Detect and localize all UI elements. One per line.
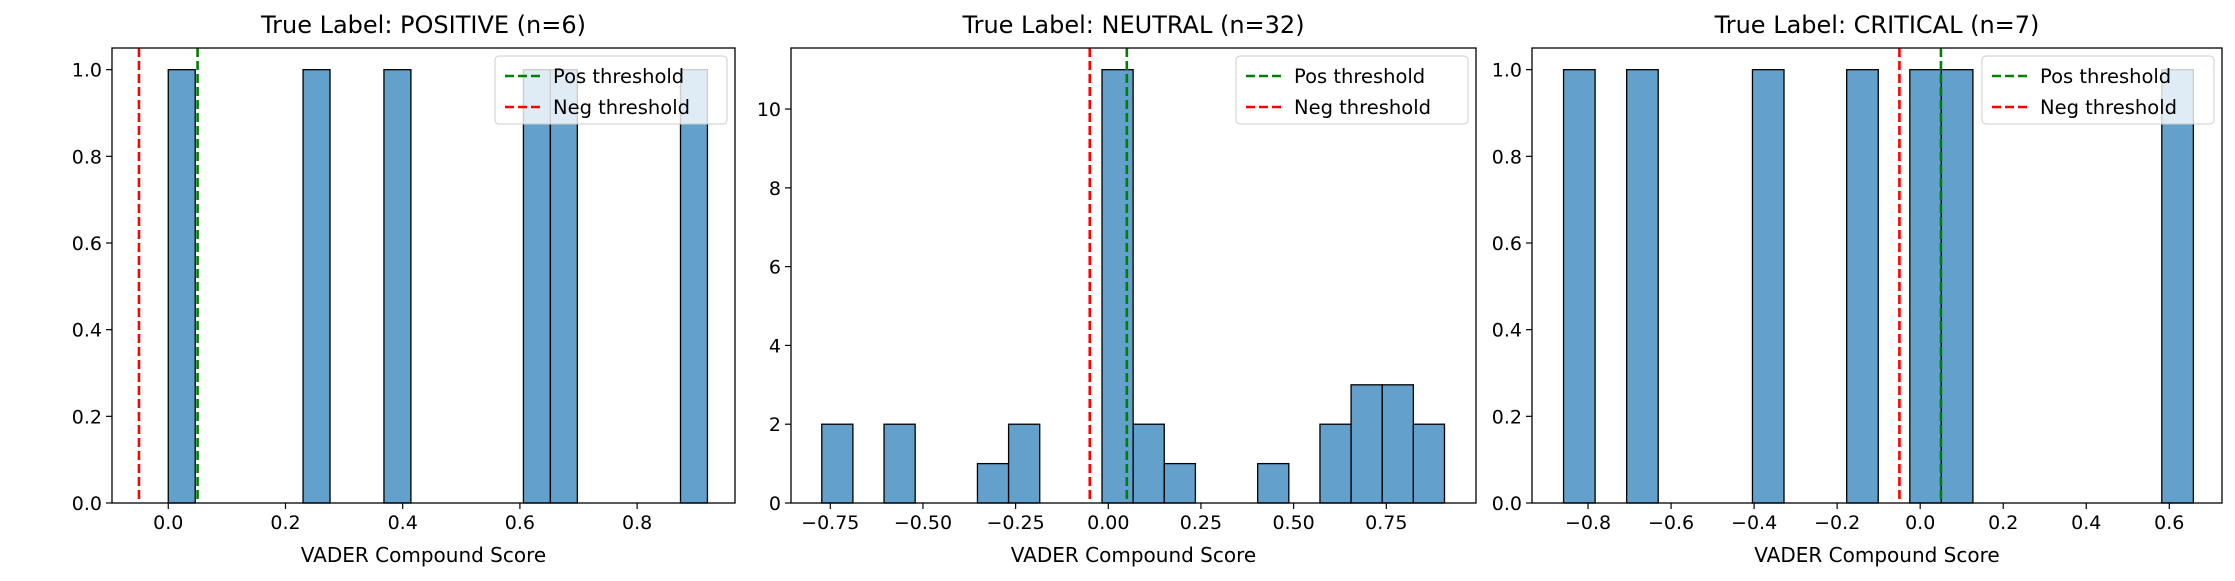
y-tick-label: 0.0 [72,493,102,515]
chart-panel-3: −0.8 −0.6 −0.4 −0.2 0.0 0.2 0.4 0.6 0.0 0.2 0.4 0.6… [1492,11,2223,567]
y-tick-label: 2 [769,414,781,436]
histogram-bar [1846,69,1879,504]
bars [1562,69,2195,504]
chart-panel-1: 0.0 0.2 0.4 0.6 0.8 0.0 0.2 0.4 0.6 0.8 1.0 True La… [72,11,736,567]
y-tick-label: 1.0 [72,60,102,82]
histogram-bar [302,69,331,504]
histogram-bar [383,69,412,504]
y-tick-label: 0.6 [1492,233,1522,255]
histogram-bar [1381,384,1415,504]
histogram-bar [1007,423,1041,504]
histogram-bar [1751,69,1785,504]
legend-entry: Pos threshold [2040,65,2171,88]
x-tick-label: −0.50 [894,512,952,534]
histogram-bar [1132,423,1165,504]
y-tick-label: 0.8 [1492,146,1522,168]
x-tick-label: 0.0 [1905,512,1935,534]
y-tick-label: 0.2 [72,406,102,428]
bars [167,69,709,504]
histogram-bar [1319,423,1352,504]
histogram-bar [1562,69,1596,504]
y-tick-label: 0.2 [1492,406,1522,428]
legend-entry: Pos threshold [1294,65,1425,88]
plot-frame [111,47,736,504]
y-tick-label: 0.4 [72,320,102,342]
histogram-bar [167,69,196,504]
legend: Pos threshold Neg threshold [1235,55,1469,125]
bars [821,69,1446,504]
histogram-bar [1940,69,1974,504]
x-tick-label: 0.6 [2154,512,2184,534]
x-tick-label: 0.4 [2071,512,2101,534]
chart-title: True Label: POSITIVE (n=6) [260,11,586,39]
x-axis-label: VADER Compound Score [1754,543,1999,567]
y-tick-label: 0.6 [72,233,102,255]
legend-entry: Neg threshold [2040,96,2177,119]
x-tick-label: 0.50 [1272,512,1314,534]
x-tick-label: −0.4 [1731,512,1777,534]
histogram-bar [821,423,854,504]
histogram-bar [1909,69,1943,504]
x-tick-label: 0.8 [622,512,652,534]
chart-title: True Label: NEUTRAL (n=32) [961,11,1304,39]
chart-panel-2: −0.75 −0.50 −0.25 0.00 0.25 0.50 0.75 0 2 4 6 8 10 Tr… [757,11,1477,567]
x-axis-label: VADER Compound Score [301,543,546,567]
x-tick-label: 0.2 [1988,512,2018,534]
x-tick-label: 0.4 [388,512,418,534]
histogram-bar [1101,69,1134,504]
legend-entry: Neg threshold [1294,96,1431,119]
x-tick-label: 0.2 [270,512,300,534]
histogram-bar [2161,69,2195,504]
histogram-bar [1257,462,1290,504]
legend-entry: Neg threshold [553,96,690,119]
histogram-bar [1412,423,1446,504]
y-tick-label: 4 [769,335,781,357]
histogram-bar [549,69,578,504]
x-tick-label: 0.75 [1365,512,1407,534]
histogram-bar [1163,462,1197,504]
x-tick-label: −0.6 [1648,512,1694,534]
y-tick-label: 0.4 [1492,320,1522,342]
x-tick-label: 0.0 [153,512,183,534]
legend-entry: Pos threshold [553,65,684,88]
histogram-bar [1626,69,1659,504]
y-tick-label: 6 [769,257,781,279]
y-tick-label: 1.0 [1492,60,1522,82]
x-tick-label: −0.2 [1814,512,1860,534]
histogram-bar [883,423,916,504]
x-tick-label: 0.25 [1180,512,1222,534]
histogram-bar [1350,384,1383,504]
plot-frame [1531,47,2223,504]
x-tick-label: −0.75 [801,512,859,534]
chart-title: True Label: CRITICAL (n=7) [1714,11,2040,39]
y-tick-label: 0.0 [1492,493,1522,515]
legend-box [1981,55,2215,125]
x-tick-label: 0.00 [1087,512,1129,534]
y-tick-label: 10 [757,99,781,121]
legend: Pos threshold Neg threshold [1981,55,2215,125]
legend-box [1235,55,1469,125]
y-tick-label: 8 [769,178,781,200]
y-tick-label: 0 [769,493,781,515]
x-tick-label: −0.8 [1565,512,1611,534]
histogram-bar [522,69,552,504]
legend: Pos threshold Neg threshold [494,55,728,125]
y-tick-label: 0.8 [72,146,102,168]
plot-frame [790,47,1477,504]
x-tick-label: −0.25 [987,512,1045,534]
x-axis-label: VADER Compound Score [1011,543,1256,567]
histogram-bar [679,69,709,504]
histogram-bar [976,462,1010,504]
legend-box [494,55,728,125]
x-tick-label: 0.6 [505,512,535,534]
